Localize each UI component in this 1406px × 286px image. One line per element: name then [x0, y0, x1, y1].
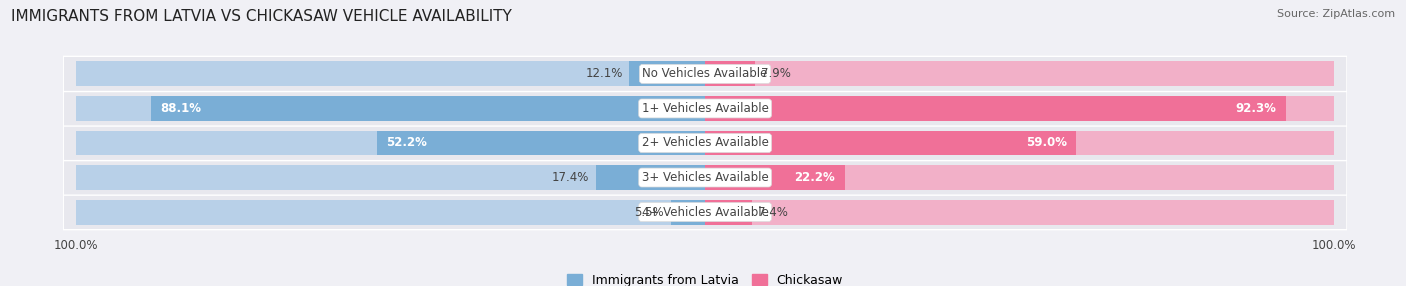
Bar	[76, 96, 704, 121]
FancyBboxPatch shape	[63, 125, 1347, 161]
Bar	[704, 200, 1334, 225]
Text: 92.3%: 92.3%	[1236, 102, 1277, 115]
Bar	[704, 165, 845, 190]
FancyBboxPatch shape	[63, 56, 1347, 92]
Bar	[150, 96, 704, 121]
Text: 59.0%: 59.0%	[1026, 136, 1067, 150]
Text: 12.1%: 12.1%	[585, 67, 623, 80]
FancyBboxPatch shape	[63, 160, 1347, 195]
Bar	[671, 200, 704, 225]
Text: 22.2%: 22.2%	[794, 171, 835, 184]
Text: 1+ Vehicles Available: 1+ Vehicles Available	[641, 102, 769, 115]
Text: 2+ Vehicles Available: 2+ Vehicles Available	[641, 136, 769, 150]
Bar	[704, 165, 1334, 190]
FancyBboxPatch shape	[63, 194, 1347, 230]
Text: Source: ZipAtlas.com: Source: ZipAtlas.com	[1277, 9, 1395, 19]
Bar	[76, 165, 704, 190]
Bar	[704, 96, 1286, 121]
Text: 5.5%: 5.5%	[634, 206, 664, 219]
Text: IMMIGRANTS FROM LATVIA VS CHICKASAW VEHICLE AVAILABILITY: IMMIGRANTS FROM LATVIA VS CHICKASAW VEHI…	[11, 9, 512, 23]
Text: 4+ Vehicles Available: 4+ Vehicles Available	[641, 206, 769, 219]
Bar	[76, 200, 704, 225]
Bar	[704, 131, 1077, 155]
Text: 7.9%: 7.9%	[761, 67, 792, 80]
Bar	[704, 200, 752, 225]
Bar	[704, 61, 755, 86]
FancyBboxPatch shape	[63, 91, 1347, 126]
Text: No Vehicles Available: No Vehicles Available	[643, 67, 768, 80]
Bar	[704, 96, 1334, 121]
Text: 52.2%: 52.2%	[387, 136, 427, 150]
Text: 88.1%: 88.1%	[160, 102, 201, 115]
Bar	[76, 131, 704, 155]
Text: 7.4%: 7.4%	[758, 206, 787, 219]
Text: 3+ Vehicles Available: 3+ Vehicles Available	[641, 171, 769, 184]
Bar	[704, 61, 1334, 86]
Bar	[377, 131, 704, 155]
Legend: Immigrants from Latvia, Chickasaw: Immigrants from Latvia, Chickasaw	[567, 274, 844, 286]
Bar	[628, 61, 704, 86]
Bar	[704, 131, 1334, 155]
Text: 17.4%: 17.4%	[553, 171, 589, 184]
Bar	[76, 61, 704, 86]
Bar	[596, 165, 704, 190]
